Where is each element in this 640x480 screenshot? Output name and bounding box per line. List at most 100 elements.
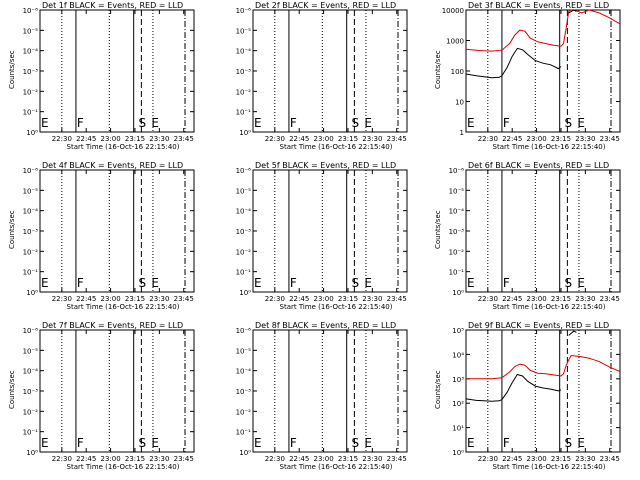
y-tick-label: 10⁻¹ — [236, 429, 252, 437]
x-tick-label: 23:00 — [100, 295, 120, 303]
x-tick-label: 22:45 — [502, 295, 522, 303]
y-tick-label: 100 — [451, 68, 464, 76]
y-tick-label: 10⁰ — [239, 129, 251, 137]
panel-4: Det 4f BLACK = Events, RED = LLD Counts/s… — [8, 161, 195, 311]
event-marker-e: E — [254, 436, 262, 450]
plot-frame — [39, 329, 195, 453]
x-tick-label: 22:45 — [76, 455, 96, 463]
panel-title: Det 6f BLACK = Events, RED = LLD — [468, 161, 609, 170]
x-tick-label: 23:15 — [125, 295, 145, 303]
event-marker-e: E — [364, 276, 372, 290]
y-tick-label: 10⁻⁶ — [236, 167, 252, 175]
event-marker-e: E — [151, 116, 159, 130]
series-line-3 — [568, 9, 577, 14]
event-marker-e: E — [41, 436, 49, 450]
y-tick-label: 10⁻² — [23, 408, 39, 416]
y-tick-label: 10⁰ — [452, 449, 464, 457]
panel-title: Det 2f BLACK = Events, RED = LLD — [255, 1, 396, 10]
event-marker-s: S — [139, 276, 147, 290]
event-marker-e: E — [467, 436, 475, 450]
panel-7: Det 7f BLACK = Events, RED = LLD Counts/s… — [8, 321, 195, 471]
y-tick-label: 10⁻⁵ — [449, 187, 465, 195]
x-tick-label: 22:30 — [265, 455, 285, 463]
event-marker-s: S — [139, 436, 147, 450]
x-tick-label: 23:15 — [338, 295, 358, 303]
y-tick-label: 10⁻⁶ — [23, 327, 39, 335]
event-marker-e: E — [151, 276, 159, 290]
y-tick-label: 10⁻⁵ — [23, 347, 39, 355]
x-tick-label: 23:30 — [575, 455, 595, 463]
series-line-2 — [465, 373, 562, 402]
event-marker-e: E — [151, 436, 159, 450]
y-tick-label: 10⁰ — [26, 449, 38, 457]
y-tick-label: 10⁻¹ — [236, 109, 252, 117]
y-tick-label: 10⁻³ — [23, 68, 39, 76]
y-tick-label: 10¹ — [452, 425, 464, 433]
event-marker-f: F — [290, 436, 297, 450]
x-tick-label: 23:00 — [100, 455, 120, 463]
x-axis-label: Start Time (16-Oct-16 22:15:40) — [493, 143, 606, 151]
plot-frame — [39, 169, 195, 293]
x-tick-label: 23:00 — [526, 455, 546, 463]
x-axis-label: Start Time (16-Oct-16 22:15:40) — [280, 463, 393, 471]
x-tick-label: 22:30 — [52, 455, 72, 463]
plot-frame — [252, 169, 408, 293]
event-marker-e: E — [577, 276, 585, 290]
x-tick-label: 23:45 — [174, 135, 194, 143]
y-tick-label: 10⁻⁶ — [236, 327, 252, 335]
x-tick-label: 22:45 — [76, 135, 96, 143]
y-tick-label: 10⁻³ — [23, 228, 39, 236]
event-marker-e: E — [41, 276, 49, 290]
y-tick-label: 10⁻⁶ — [449, 167, 465, 175]
event-marker-f: F — [290, 276, 297, 290]
series-line-1 — [465, 9, 621, 52]
event-marker-e: E — [41, 116, 49, 130]
event-marker-s: S — [565, 116, 573, 130]
y-tick-label: 10⁰ — [239, 449, 251, 457]
x-tick-label: 23:15 — [551, 295, 571, 303]
y-tick-label: 10⁻⁴ — [236, 208, 252, 216]
event-marker-f: F — [503, 276, 510, 290]
event-marker-e: E — [254, 116, 262, 130]
y-axis-label: Counts/sec — [434, 50, 442, 89]
x-tick-label: 22:45 — [76, 295, 96, 303]
y-tick-label: 10⁻⁶ — [23, 7, 39, 15]
panel-title: Det 5f BLACK = Events, RED = LLD — [255, 161, 396, 170]
y-tick-label: 10⁻² — [236, 88, 252, 96]
x-tick-label: 22:30 — [478, 135, 498, 143]
y-tick-label: 10⁻¹ — [449, 269, 465, 277]
x-tick-label: 23:00 — [313, 135, 333, 143]
x-tick-label: 23:30 — [362, 455, 382, 463]
x-tick-label: 23:15 — [551, 455, 571, 463]
x-tick-label: 23:45 — [600, 135, 620, 143]
x-tick-label: 22:30 — [52, 135, 72, 143]
event-marker-e: E — [254, 276, 262, 290]
panel-title: Det 7f BLACK = Events, RED = LLD — [42, 321, 183, 330]
panel-1: Det 1f BLACK = Events, RED = LLD Counts/s… — [8, 1, 195, 151]
y-tick-label: 10⁻³ — [449, 228, 465, 236]
y-tick-label: 1 — [460, 129, 464, 137]
x-tick-label: 23:00 — [100, 135, 120, 143]
x-tick-label: 23:15 — [338, 455, 358, 463]
plot-frame — [465, 329, 621, 453]
x-tick-label: 23:30 — [149, 455, 169, 463]
y-tick-label: 10⁻¹ — [23, 269, 39, 277]
panel-6: Det 6f BLACK = Events, RED = LLD Counts/s… — [434, 161, 621, 311]
event-marker-f: F — [77, 276, 84, 290]
x-tick-label: 22:30 — [265, 135, 285, 143]
x-tick-label: 23:45 — [600, 455, 620, 463]
y-tick-label: 10² — [452, 400, 464, 408]
x-tick-label: 23:45 — [387, 295, 407, 303]
x-tick-label: 22:30 — [478, 455, 498, 463]
x-tick-label: 22:45 — [502, 135, 522, 143]
x-tick-label: 23:30 — [575, 295, 595, 303]
x-tick-label: 23:45 — [387, 135, 407, 143]
x-tick-label: 23:30 — [362, 135, 382, 143]
event-marker-e: E — [577, 116, 585, 130]
panel-9: Det 9f BLACK = Events, RED = LLD Counts/s… — [434, 321, 621, 471]
x-tick-label: 23:45 — [600, 295, 620, 303]
x-axis-label: Start Time (16-Oct-16 22:15:40) — [67, 463, 180, 471]
y-tick-label: 10⁻⁴ — [236, 48, 252, 56]
event-marker-s: S — [352, 276, 360, 290]
x-tick-label: 23:15 — [338, 135, 358, 143]
